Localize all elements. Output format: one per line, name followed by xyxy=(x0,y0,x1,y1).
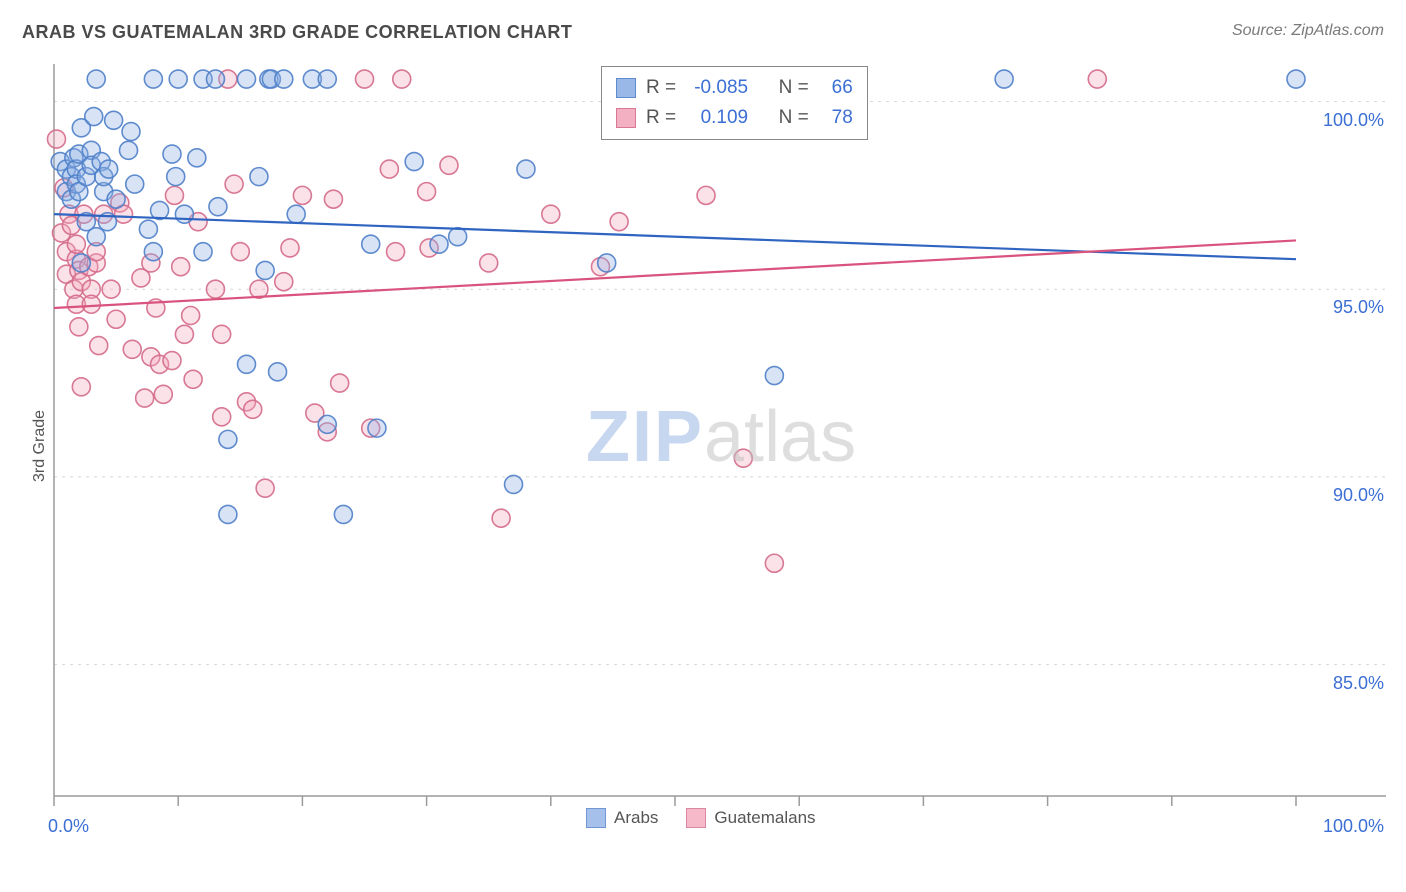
y-tick-label: 100.0% xyxy=(1323,110,1384,131)
legend-label: Guatemalans xyxy=(714,808,815,828)
x-tick-label: 0.0% xyxy=(48,816,89,837)
legend-label: Arabs xyxy=(614,808,658,828)
legend-swatch xyxy=(616,78,636,98)
correlation-legend: R =-0.085 N =66R =0.109 N =78 xyxy=(601,66,868,140)
legend-item: Guatemalans xyxy=(686,808,815,828)
y-tick-label: 90.0% xyxy=(1333,485,1384,506)
y-tick-label: 85.0% xyxy=(1333,673,1384,694)
legend-swatch xyxy=(616,108,636,128)
x-tick-label: 100.0% xyxy=(1323,816,1384,837)
y-tick-label: 95.0% xyxy=(1333,297,1384,318)
series-legend: Arabs Guatemalans xyxy=(586,808,816,828)
plot-area: ZIPatlas R =-0.085 N =66R =0.109 N =78 xyxy=(46,56,1386,816)
legend-swatch xyxy=(686,808,706,828)
source-label: Source: xyxy=(1232,22,1287,39)
chart-title: ARAB VS GUATEMALAN 3RD GRADE CORRELATION… xyxy=(22,22,572,43)
legend-swatch xyxy=(586,808,606,828)
source-attribution: Source: ZipAtlas.com xyxy=(1232,22,1384,40)
scatter-svg xyxy=(46,56,1386,816)
legend-item: Arabs xyxy=(586,808,658,828)
correlation-row: R =0.109 N =78 xyxy=(616,103,853,133)
source-value: ZipAtlas.com xyxy=(1292,22,1384,39)
correlation-row: R =-0.085 N =66 xyxy=(616,73,853,103)
